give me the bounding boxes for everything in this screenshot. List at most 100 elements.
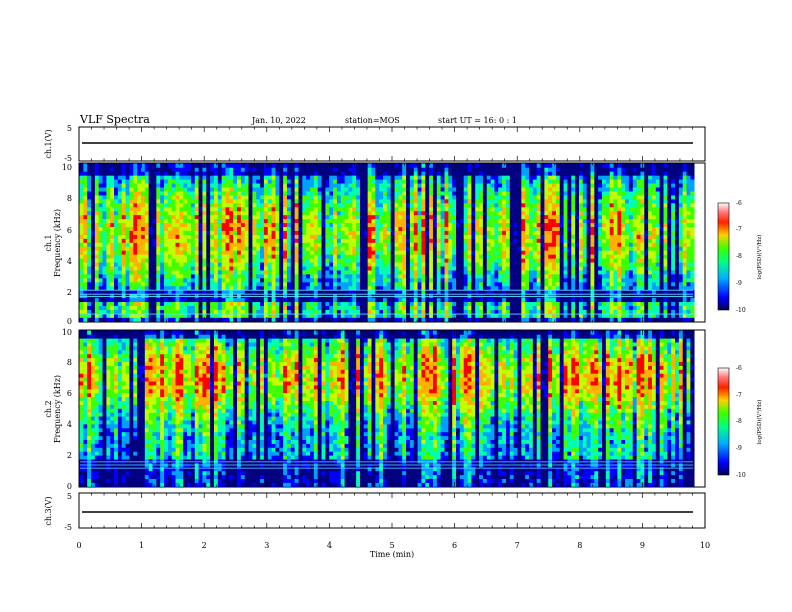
spectrogram-cell [394, 270, 399, 275]
spectrogram-cell [394, 206, 399, 212]
spectrogram-cell [371, 282, 376, 287]
spectrogram-cell [375, 206, 380, 212]
spectrogram-cell [390, 214, 395, 220]
spectrogram-cell [190, 289, 196, 295]
spectrogram-cell [137, 309, 142, 314]
spectrogram-cell [275, 191, 280, 196]
spectrogram-cell [179, 242, 184, 247]
spectrogram-cell [359, 282, 365, 287]
spectrogram-cell [386, 250, 392, 255]
spectrogram-cell [417, 167, 422, 172]
spectrogram-cell [283, 163, 288, 168]
spectrogram-cell [436, 313, 441, 318]
spectrogram-cell [140, 183, 146, 188]
spectrogram-cell [210, 317, 215, 322]
spectrogram-cell [348, 313, 353, 318]
spectrogram-cell [91, 301, 96, 306]
spectrogram-cell [363, 206, 368, 212]
spectrogram-cell [179, 254, 184, 259]
spectrogram-cell [313, 285, 319, 291]
spectrogram-cell [456, 230, 461, 235]
spectrogram-cell [436, 293, 441, 299]
spectrogram-cell [540, 163, 545, 168]
spectrogram-cell [440, 187, 445, 192]
spectrogram-cell [175, 222, 180, 227]
spectrogram-cell [167, 171, 173, 176]
spectrogram-cell [221, 297, 226, 303]
spectrogram-cell [148, 214, 153, 220]
spectrogram-cell [302, 238, 307, 243]
spectrogram-cell [256, 179, 261, 184]
spectrogram-cell [413, 238, 418, 243]
spectrogram-cell [94, 254, 100, 259]
spectrogram-cell [148, 238, 153, 243]
spectrogram-cell [140, 285, 146, 291]
spectrogram-cell [87, 289, 92, 295]
spectrogram-cell [252, 183, 257, 188]
spectrogram-cell [225, 309, 230, 314]
spectrogram-cell [144, 309, 149, 314]
spectrogram-cell [252, 226, 257, 231]
spectrogram-cell [164, 214, 169, 220]
spectrogram-cell [279, 266, 284, 271]
spectrogram-cell [310, 226, 315, 231]
spectrogram-cell [394, 230, 399, 235]
spectrogram-cell [183, 230, 188, 235]
spectrogram-cell [91, 293, 96, 299]
spectrogram-cell [286, 242, 292, 247]
spectrogram-cell [490, 222, 495, 227]
spectrogram-cell [206, 262, 211, 267]
spectrogram-cell [409, 171, 415, 176]
spectrogram-cell [544, 222, 549, 227]
spectrogram-cell [252, 203, 257, 208]
spectrogram-cell [83, 171, 88, 176]
spectrogram-cell [294, 246, 299, 251]
spectrogram-cell [421, 175, 426, 180]
spectrogram-cell [482, 167, 488, 172]
spectrogram-cell [133, 230, 138, 235]
spectrogram-cell [313, 195, 319, 200]
spectrogram-cell [233, 183, 238, 188]
spectrogram-cell [490, 179, 495, 184]
spectrogram-cell [467, 250, 472, 255]
spectrogram-cell [175, 305, 180, 310]
spectrogram-cell [302, 183, 307, 188]
spectrogram-cell [340, 191, 345, 196]
spectrogram-cell [479, 230, 484, 235]
spectrogram-cell [206, 214, 211, 220]
spectrogram-cell [386, 206, 392, 212]
spectrogram-cell [102, 270, 107, 275]
spectrogram-cell [110, 254, 115, 259]
spectrogram-cell [440, 203, 445, 208]
spectrogram-cell [290, 282, 295, 287]
spectrogram-cell [137, 171, 142, 176]
spectrogram-cell [540, 203, 545, 208]
spectrogram-cell [444, 246, 449, 251]
spectrogram-cell [421, 242, 426, 247]
spectrogram-cell [425, 214, 430, 220]
spectrogram-cell [390, 210, 395, 216]
spectrogram-cell [409, 179, 415, 184]
spectrogram-cell [448, 317, 453, 322]
spectrogram-cell [321, 226, 326, 231]
spectrogram-cell [402, 171, 407, 176]
spectrogram-cell [444, 175, 449, 180]
spectrogram-cell [448, 234, 453, 239]
spectrogram-cell [263, 226, 269, 231]
spectrogram-cell [479, 175, 484, 180]
spectrogram-cell [498, 199, 503, 204]
spectrogram-cell [91, 250, 96, 255]
spectrogram-cell [479, 293, 484, 299]
spectrogram-cell [187, 250, 192, 255]
spectrogram-cell [248, 195, 253, 200]
spectrogram-cell [271, 242, 276, 247]
spectrogram-cell [244, 262, 249, 267]
spectrogram-cell [544, 274, 549, 279]
spectrogram-cell [137, 167, 142, 172]
spectrogram-cell [409, 175, 415, 180]
spectrogram-cell [525, 297, 530, 303]
spectrogram-cell [475, 258, 480, 263]
spectrogram-cell [114, 191, 119, 196]
spectrogram-cell [160, 234, 165, 239]
spectrogram-cell [117, 203, 123, 208]
